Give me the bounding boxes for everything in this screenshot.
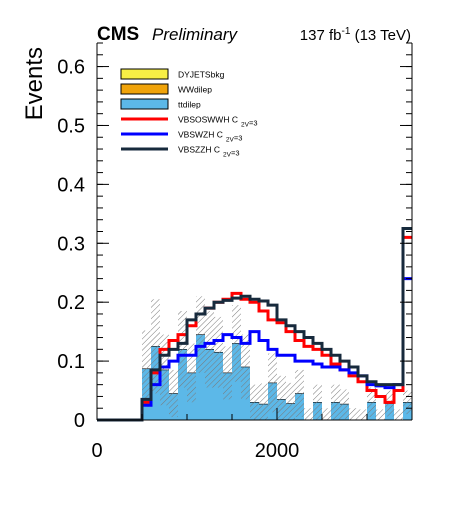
y-tick-label: 0.6 <box>57 57 85 79</box>
uncertainty-band <box>286 382 295 420</box>
uncertainty-band <box>169 369 178 418</box>
uncertainty-band <box>160 334 169 406</box>
uncertainty-band <box>196 296 205 373</box>
legend-series-label: VBSOSWWH C2V=3 <box>178 115 258 129</box>
uncertainty-band <box>403 390 412 415</box>
stack-bar-ttdilep <box>196 334 205 420</box>
uncertainty-band <box>295 369 304 418</box>
x-tick-label: 2000 <box>255 440 300 462</box>
uncertainty-band <box>205 311 214 388</box>
y-tick-label: 0.1 <box>57 351 85 373</box>
y-tick-label: 0.4 <box>57 174 85 196</box>
uncertainty-band <box>268 353 277 413</box>
uncertainty-band <box>277 375 286 420</box>
uncertainty-band <box>250 384 259 420</box>
uncertainty-band <box>241 334 250 400</box>
uncertainty-band <box>223 346 232 400</box>
legend-series-label: VBSZZH C2V=3 <box>178 145 240 159</box>
uncertainty-band <box>394 409 403 420</box>
uncertainty-band <box>214 316 223 388</box>
uncertainty-band <box>367 387 376 418</box>
y-tick-label: 0.2 <box>57 292 85 314</box>
legend-label-WWdilep: WWdilep <box>178 85 212 95</box>
uncertainty-band <box>259 383 268 420</box>
uncertainty-band <box>322 408 331 420</box>
legend-swatch-DYJETSbkg <box>120 68 169 80</box>
luminosity-energy: (13 TeV) <box>350 27 411 44</box>
luminosity-exponent: -1 <box>342 26 351 37</box>
uncertainty-band <box>232 305 241 382</box>
uncertainty-band <box>151 299 160 394</box>
luminosity-label: 137 fb-1 (13 TeV) <box>300 26 411 44</box>
legend-label-ttdilep: ttdilep <box>178 100 201 110</box>
y-tick-label: 0 <box>74 410 85 432</box>
uncertainty-band <box>142 330 151 408</box>
uncertainty-band <box>304 408 313 420</box>
y-tick-label: 0.5 <box>57 115 85 137</box>
legend-swatch-ttdilep <box>120 98 169 110</box>
uncertainty-band <box>349 408 358 420</box>
series-line-vbszzh-c <box>97 227 412 422</box>
legend-swatch-WWdilep <box>120 83 169 95</box>
uncertainty-band <box>340 389 349 419</box>
legend-series-label: VBSWZH C2V=3 <box>178 130 242 144</box>
uncertainty-band <box>376 409 385 420</box>
chart-header: CMS Preliminary 137 fb-1 (13 TeV) <box>97 24 411 45</box>
uncertainty-band <box>187 343 196 403</box>
uncertainty-band <box>313 384 322 420</box>
uncertainty-band <box>178 311 187 388</box>
plot-area <box>97 227 412 422</box>
x-tick-label: 0 <box>91 440 102 462</box>
y-axis-label: Events <box>21 47 48 120</box>
y-tick-label: 0.3 <box>57 233 85 255</box>
status-label: Preliminary <box>152 25 239 44</box>
legend-label-DYJETSbkg: DYJETSbkg <box>178 70 225 80</box>
axes: 0 0.1 0.2 0.3 0.4 0.5 0.6 0 2000 <box>57 42 413 462</box>
uncertainty-band <box>358 409 367 420</box>
uncertainty-band <box>331 384 340 420</box>
experiment-label: CMS <box>97 24 139 45</box>
luminosity-value: 137 fb <box>300 27 342 44</box>
